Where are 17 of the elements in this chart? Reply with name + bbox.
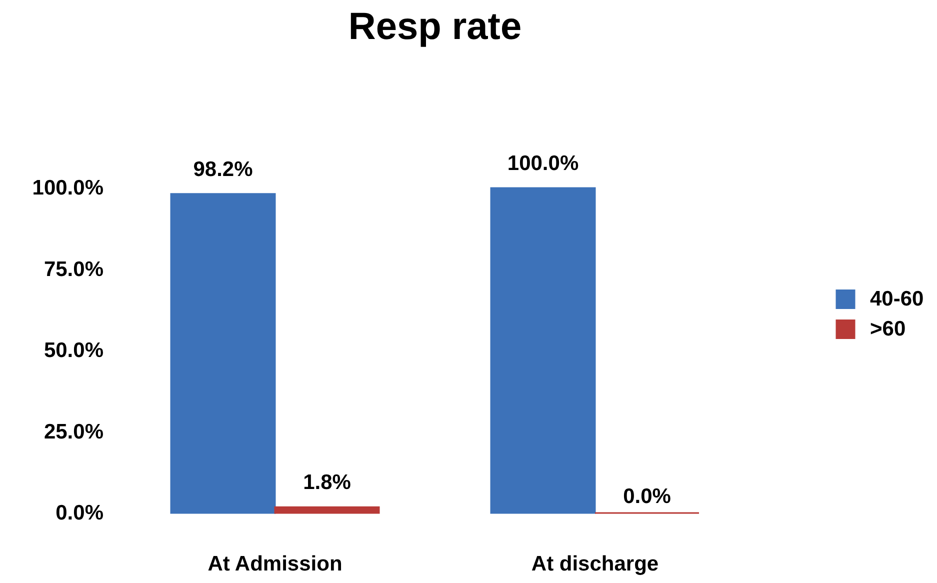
bar	[490, 187, 596, 514]
chart-title: Resp rate	[348, 6, 522, 48]
y-tick-label: 100.0%	[32, 176, 104, 200]
data-label: 1.8%	[303, 471, 352, 494]
x-tick-label: At discharge	[531, 552, 659, 576]
legend-label: >60	[870, 317, 906, 340]
data-label: 100.0%	[507, 152, 579, 175]
x-tick-label: At Admission	[208, 552, 342, 576]
y-tick-label: 75.0%	[44, 258, 104, 281]
bar	[170, 193, 276, 514]
data-label: 98.2%	[193, 158, 254, 181]
y-tick-label: 0.0%	[56, 502, 104, 524]
data-label: 0.0%	[623, 485, 672, 508]
bar	[274, 506, 380, 514]
legend-label: 40-60	[870, 287, 924, 310]
y-tick-label: 25.0%	[44, 420, 104, 444]
y-tick-label: 50.0%	[44, 339, 104, 362]
